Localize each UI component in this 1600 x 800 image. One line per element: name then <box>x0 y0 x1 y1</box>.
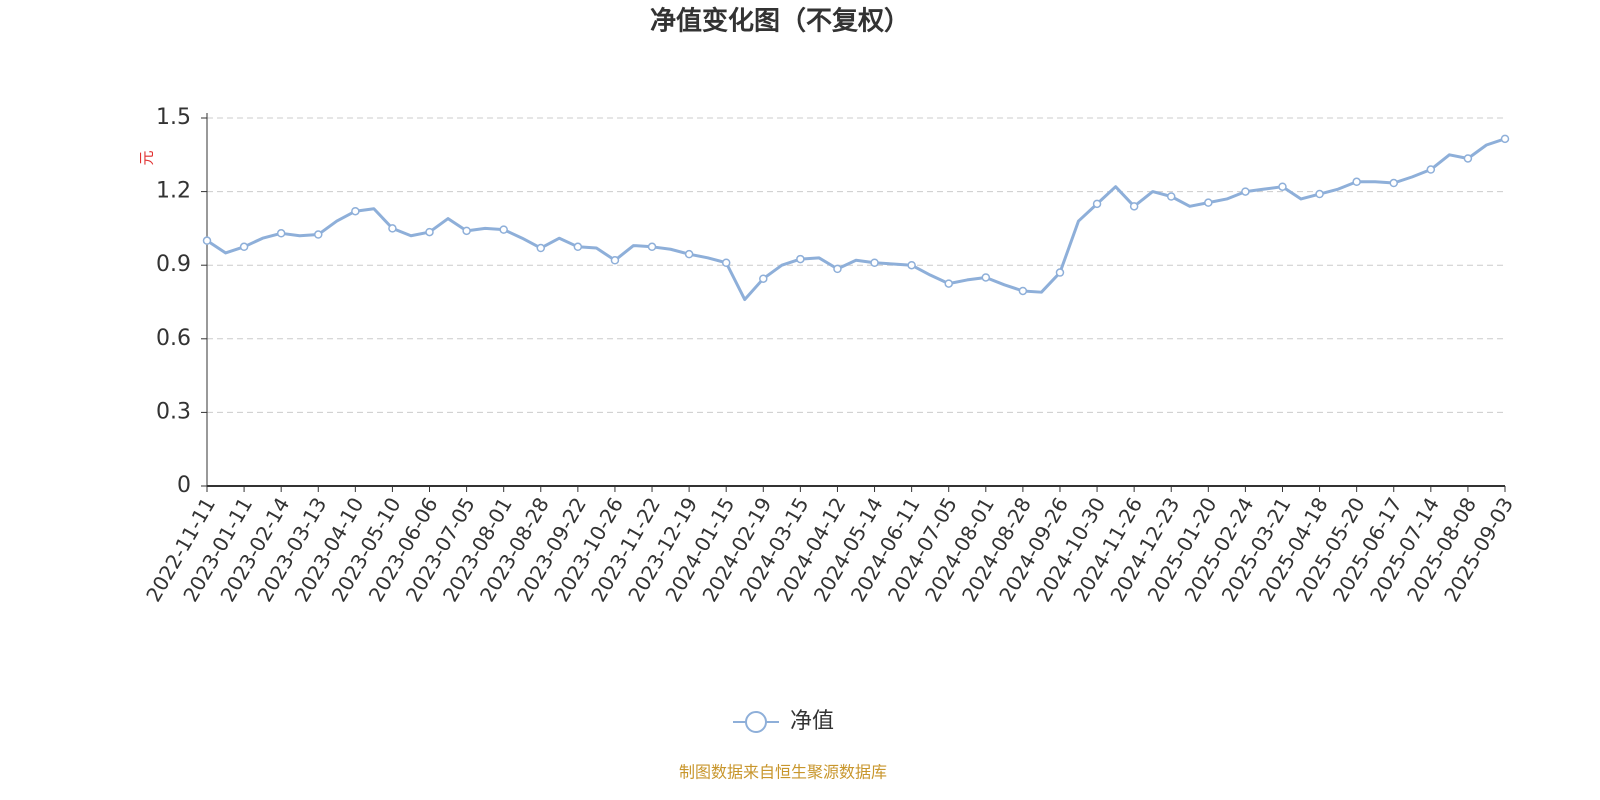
point <box>1352 177 1361 187</box>
point <box>796 254 805 264</box>
point <box>1129 202 1139 211</box>
line <box>206 137 1506 302</box>
point <box>1055 268 1065 277</box>
point <box>1315 189 1324 199</box>
legend-label: 净值 <box>790 709 834 734</box>
y-tick-label: 0.9 <box>156 252 191 277</box>
legend-marker <box>745 711 767 733</box>
point <box>647 242 657 252</box>
point <box>314 230 323 239</box>
point <box>425 227 434 237</box>
point <box>1463 154 1473 163</box>
point <box>833 264 842 274</box>
y-tick-label: 1.5 <box>156 105 191 130</box>
y-tick-label: 0.6 <box>156 326 191 351</box>
y-tick-label: 0 <box>177 473 191 498</box>
point <box>536 243 546 253</box>
point <box>1278 182 1287 191</box>
y-tick-label: 0.3 <box>156 399 191 424</box>
point <box>276 229 286 238</box>
point <box>1500 134 1510 144</box>
point <box>1166 192 1176 201</box>
point <box>1389 178 1398 188</box>
point <box>239 242 249 252</box>
point <box>1241 187 1250 196</box>
point <box>499 225 508 234</box>
point <box>610 256 620 265</box>
point <box>721 258 731 267</box>
point <box>202 236 212 245</box>
point <box>462 226 471 236</box>
point <box>870 258 879 267</box>
point <box>1092 199 1102 209</box>
point <box>1426 165 1436 174</box>
point <box>1204 198 1213 207</box>
point <box>759 274 768 283</box>
point <box>351 206 360 216</box>
point <box>981 273 991 282</box>
y-axis-label: 元 <box>138 150 156 165</box>
point <box>684 249 694 259</box>
point <box>907 260 916 270</box>
point <box>1018 286 1028 296</box>
point <box>388 224 397 233</box>
y-tick-label: 1.2 <box>156 179 191 204</box>
chart-title: 净值变化图（不复权） <box>650 6 910 37</box>
point <box>573 242 583 252</box>
source-note: 制图数据来自恒生聚源数据库 <box>679 763 887 782</box>
point <box>944 279 953 288</box>
